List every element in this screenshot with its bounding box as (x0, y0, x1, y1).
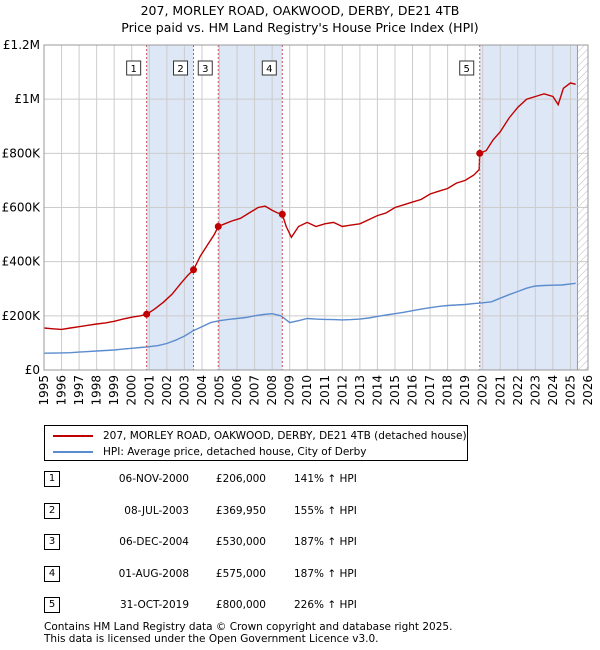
sale-price: £575,000 (215, 568, 266, 580)
sale-marker-box (459, 60, 475, 76)
x-tick-label: 2001 (142, 375, 156, 406)
sale-number-badge: 2 (44, 503, 60, 519)
y-tick-label: £600K (2, 201, 42, 215)
y-tick-label: £0 (25, 363, 40, 377)
x-tick-label: 2018 (441, 375, 455, 406)
x-tick-label: 2017 (423, 375, 437, 406)
x-tick-label: 2003 (177, 375, 191, 406)
y-tick-label: £800K (2, 146, 42, 160)
legend-label-price: 207, MORLEY ROAD, OAKWOOD, DERBY, DE21 4… (103, 430, 467, 442)
footer-licence: This data is licensed under the Open Gov… (44, 633, 379, 645)
x-tick-label: 2019 (458, 375, 472, 406)
sale-row: 3 06-DEC-2004 £530,000 187% ↑ HPI (44, 534, 464, 552)
sale-marker-box (173, 60, 189, 76)
plot-frame (43, 44, 589, 371)
sale-hpi-change: 155% ↑ HPI (294, 505, 357, 517)
x-tick-label: 2014 (370, 375, 384, 406)
chart-legend: 207, MORLEY ROAD, OAKWOOD, DERBY, DE21 4… (44, 425, 468, 461)
sale-point (214, 222, 222, 230)
sale-marker-box (261, 60, 277, 76)
sale-point (476, 149, 484, 157)
x-tick-label: 2009 (283, 375, 297, 406)
sale-marker-box (197, 60, 213, 76)
x-tick-label: 1998 (90, 375, 104, 406)
hpi-series-line (43, 282, 576, 354)
x-tick-label: 2010 (300, 375, 314, 406)
title-subtitle: Price paid vs. HM Land Registry's House … (121, 20, 479, 35)
sale-date: 01-AUG-2008 (118, 568, 189, 580)
sale-hpi-change: 226% ↑ HPI (294, 599, 357, 611)
x-tick-label: 2000 (125, 375, 139, 406)
sale-point (278, 210, 286, 218)
sale-hpi-change: 187% ↑ HPI (294, 568, 357, 580)
sale-row: 4 01-AUG-2008 £575,000 187% ↑ HPI (44, 566, 464, 584)
footer-copyright: Contains HM Land Registry data © Crown c… (44, 621, 453, 633)
sale-marker-label: 1 (130, 64, 136, 75)
x-tick-label: 2026 (581, 375, 595, 406)
sale-marker-box (126, 60, 142, 76)
x-tick-label: 2004 (195, 375, 209, 406)
sale-date: 06-DEC-2004 (119, 536, 189, 548)
sale-date: 08-JUL-2003 (124, 505, 189, 517)
sale-number-badge: 4 (44, 566, 60, 582)
footer-credits: Contains HM Land Registry data © Crown c… (44, 621, 452, 645)
legend-swatch-hpi (53, 451, 93, 453)
x-tick-label: 2021 (493, 375, 507, 406)
legend-item-price: 207, MORLEY ROAD, OAKWOOD, DERBY, DE21 4… (53, 430, 467, 442)
sale-point (190, 266, 198, 274)
x-tick-label: 2002 (160, 375, 174, 406)
x-tick-label: 2023 (528, 375, 542, 406)
sale-hpi-change: 187% ↑ HPI (294, 536, 357, 548)
x-tick-label: 2022 (511, 375, 525, 406)
x-tick-label: 2020 (476, 375, 490, 406)
y-tick-label: £1M (14, 92, 40, 106)
sale-marker-label: 5 (464, 64, 470, 75)
sale-hpi-change: 141% ↑ HPI (294, 473, 357, 485)
x-tick-label: 2013 (353, 375, 367, 406)
y-tick-label: £400K (2, 255, 42, 269)
title-address: 207, MORLEY ROAD, OAKWOOD, DERBY, DE21 4… (140, 3, 460, 18)
x-tick-label: 2005 (212, 375, 226, 406)
sale-date: 31-OCT-2019 (120, 599, 189, 611)
x-tick-label: 1996 (55, 375, 69, 406)
sale-number-badge: 5 (44, 597, 60, 613)
x-tick-label: 2008 (265, 375, 279, 406)
x-tick-label: 1997 (72, 375, 86, 406)
y-tick-label: £200K (2, 309, 42, 323)
sale-row: 2 08-JUL-2003 £369,950 155% ↑ HPI (44, 503, 464, 521)
chart-title: 207, MORLEY ROAD, OAKWOOD, DERBY, DE21 4… (0, 2, 600, 36)
x-tick-label: 1999 (107, 375, 121, 406)
sale-price: £206,000 (215, 473, 266, 485)
x-tick-label: 2025 (563, 375, 577, 406)
x-tick-label: 2007 (248, 375, 262, 406)
y-tick-label: £1.2M (3, 38, 40, 52)
legend-item-hpi: HPI: Average price, detached house, City… (53, 446, 366, 458)
x-tick-label: 2012 (335, 375, 349, 406)
x-tick-label: 2011 (318, 375, 332, 406)
sale-row: 1 06-NOV-2000 £206,000 141% ↑ HPI (44, 471, 464, 489)
sale-number-badge: 1 (44, 471, 60, 487)
sale-marker-label: 4 (266, 64, 272, 75)
x-tick-label: 1995 (37, 375, 51, 406)
sale-date: 06-NOV-2000 (118, 473, 189, 485)
x-tick-label: 2016 (406, 375, 420, 406)
sale-marker-label: 2 (177, 64, 183, 75)
x-tick-label: 2015 (388, 375, 402, 406)
sale-marker-label: 3 (202, 64, 208, 75)
price-chart: 1 2 3 4 5 £0 £200K £400K £600K £800K £1M £1.2M 1995… (2, 38, 595, 406)
sale-number-badge: 3 (44, 534, 60, 550)
sale-price: £369,950 (215, 505, 266, 517)
x-tick-label: 2006 (230, 375, 244, 406)
legend-label-hpi: HPI: Average price, detached house, City… (103, 446, 367, 458)
legend-swatch-price (53, 435, 93, 437)
sale-row: 5 31-OCT-2019 £800,000 226% ↑ HPI (44, 597, 464, 615)
sale-point (143, 310, 151, 318)
sale-price: £530,000 (215, 536, 266, 548)
sale-price: £800,000 (215, 599, 266, 611)
x-tick-label: 2024 (546, 375, 560, 406)
